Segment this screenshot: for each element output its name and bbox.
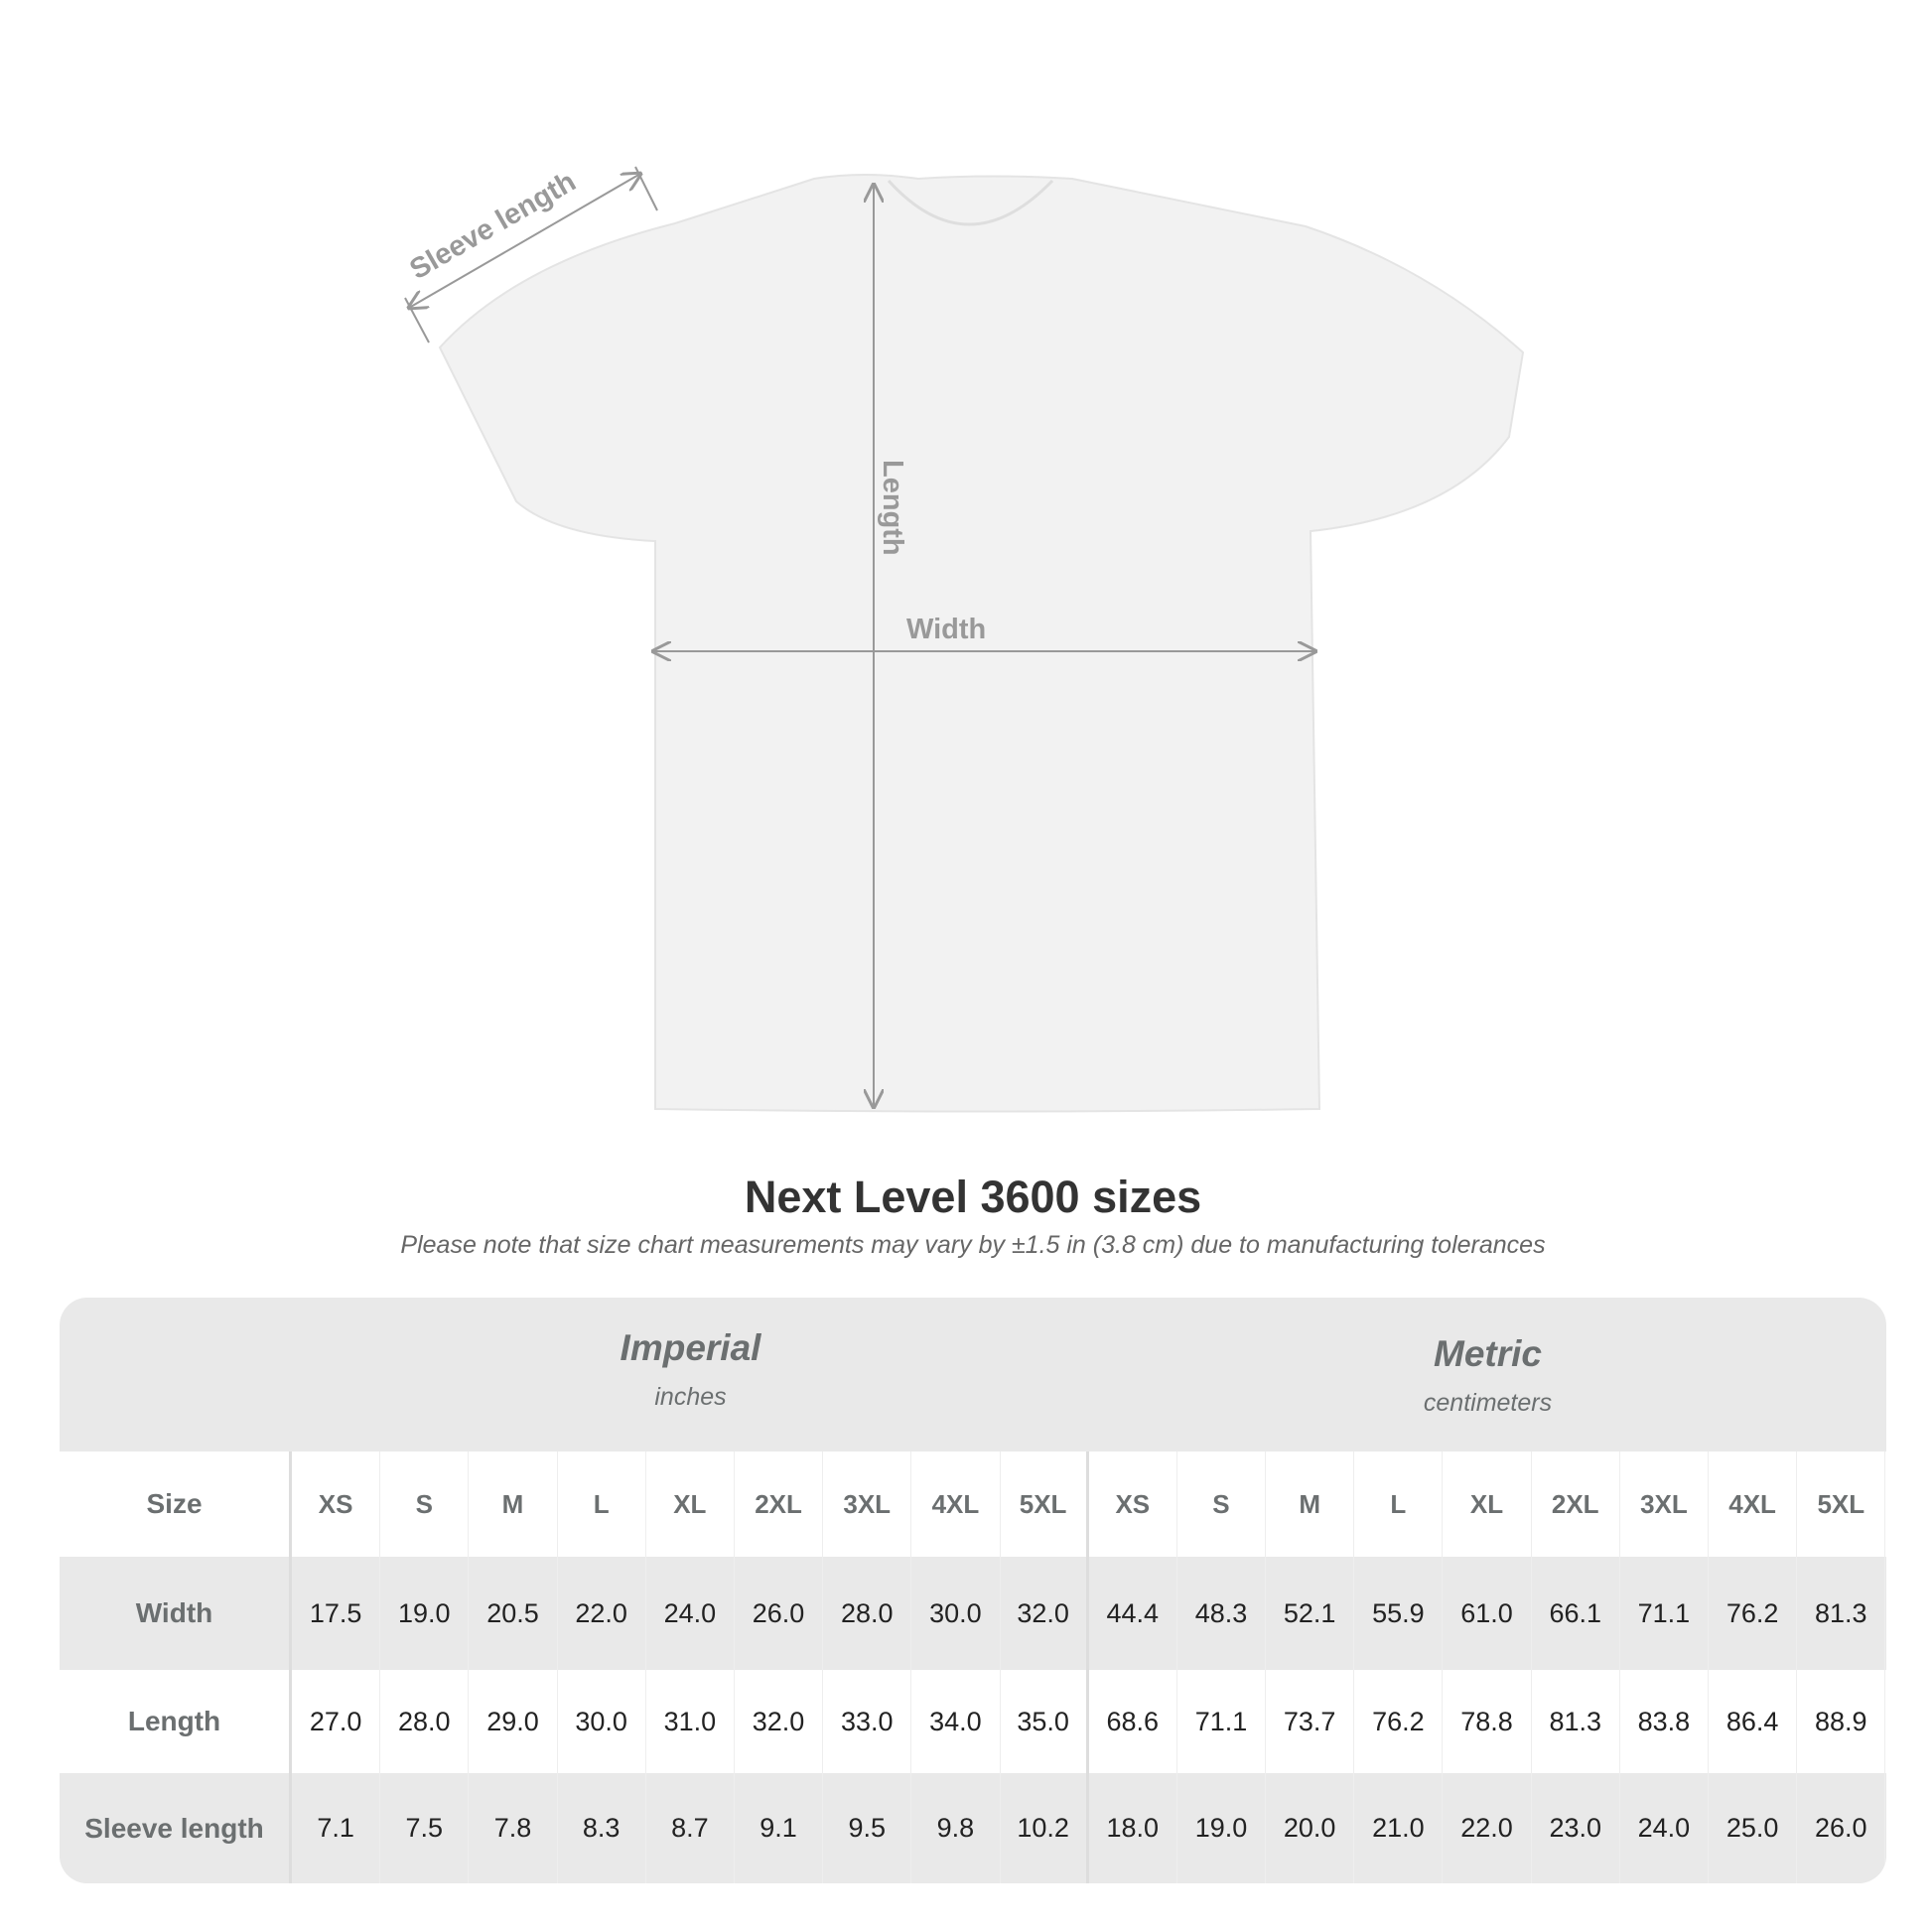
imperial-cell: 5XL [1001, 1451, 1089, 1557]
imperial-cell: 19.0 [380, 1557, 470, 1670]
imperial-cell: 7.1 [292, 1773, 381, 1883]
metric-cell: 18.0 [1089, 1773, 1177, 1883]
table-row: Size XS S M L XL 2XL 3XL 4XL 5XL XS S M L XL 2XL 3XL 4XL 5… [60, 1451, 1886, 1557]
metric-cell: 21.0 [1354, 1773, 1444, 1883]
imperial-cell: 2XL [735, 1451, 824, 1557]
metric-cell: 48.3 [1177, 1557, 1267, 1670]
imperial-cell: 31.0 [646, 1670, 735, 1773]
metric-cell: 2XL [1532, 1451, 1620, 1557]
imperial-group: Imperial inches [292, 1327, 1089, 1412]
width-label: Width [906, 614, 986, 645]
metric-cell: 24.0 [1620, 1773, 1709, 1883]
imperial-cell: M [469, 1451, 558, 1557]
imperial-cell: 30.0 [911, 1557, 1001, 1670]
metric-cell: 52.1 [1266, 1557, 1355, 1670]
metric-cell: 25.0 [1709, 1773, 1798, 1883]
metric-cell: 76.2 [1709, 1557, 1798, 1670]
imperial-cell: 24.0 [646, 1557, 735, 1670]
imperial-cell: 26.0 [735, 1557, 824, 1670]
table-row: Length 27.0 28.0 29.0 30.0 31.0 32.0 33.0 34.0 35… [60, 1670, 1886, 1773]
row-label: Sleeve length [60, 1773, 292, 1883]
metric-cell: L [1354, 1451, 1444, 1557]
imperial-cell: 28.0 [380, 1670, 470, 1773]
metric-cell: 23.0 [1532, 1773, 1620, 1883]
metric-cell: 81.3 [1797, 1557, 1886, 1670]
row-label: Size [60, 1451, 292, 1557]
metric-cell: 22.0 [1443, 1773, 1532, 1883]
page-title: Next Level 3600 sizes [744, 1172, 1202, 1222]
metric-cell: 68.6 [1089, 1670, 1177, 1773]
imperial-cell: 3XL [823, 1451, 912, 1557]
size-table: Imperial inches Metric centimeters Size X… [60, 1298, 1886, 1883]
imperial-cell: 7.5 [380, 1773, 470, 1883]
imperial-cell: XS [292, 1451, 381, 1557]
metric-cell: 4XL [1709, 1451, 1798, 1557]
imperial-cell: 8.7 [646, 1773, 735, 1883]
imperial-title: Imperial [620, 1327, 761, 1368]
imperial-cell: 29.0 [469, 1670, 558, 1773]
imperial-cell: 22.0 [558, 1557, 646, 1670]
metric-cell: 86.4 [1709, 1670, 1798, 1773]
metric-unit: centimeters [1423, 1389, 1553, 1417]
metric-cell: 81.3 [1532, 1670, 1620, 1773]
metric-cell: 5XL [1797, 1451, 1886, 1557]
imperial-cell: 7.8 [469, 1773, 558, 1883]
metric-cell: 55.9 [1354, 1557, 1444, 1670]
row-label: Length [60, 1670, 292, 1773]
metric-cell: 26.0 [1797, 1773, 1886, 1883]
imperial-cell: 17.5 [292, 1557, 381, 1670]
imperial-unit: inches [654, 1383, 727, 1411]
imperial-cell: S [380, 1451, 470, 1557]
imperial-cell: 33.0 [823, 1670, 912, 1773]
tolerance-note: Please note that size chart measurements… [400, 1231, 1546, 1259]
length-label: Length [877, 460, 908, 556]
metric-cell: 19.0 [1177, 1773, 1267, 1883]
table-header: Imperial inches Metric centimeters [60, 1298, 1886, 1451]
metric-cell: 61.0 [1443, 1557, 1532, 1670]
imperial-cell: 20.5 [469, 1557, 558, 1670]
imperial-cell: 4XL [911, 1451, 1001, 1557]
imperial-cell: 32.0 [735, 1670, 824, 1773]
metric-cell: 88.9 [1797, 1670, 1886, 1773]
metric-group: Metric centimeters [1089, 1333, 1886, 1418]
metric-title: Metric [1434, 1333, 1542, 1374]
metric-cell: 76.2 [1354, 1670, 1444, 1773]
imperial-cell: 27.0 [292, 1670, 381, 1773]
imperial-cell: 9.1 [735, 1773, 824, 1883]
table-row: Sleeve length 7.1 7.5 7.8 8.3 8.7 9.1 9.5 9.8 10.… [60, 1773, 1886, 1883]
imperial-cell: 10.2 [1001, 1773, 1089, 1883]
metric-cell: XS [1089, 1451, 1177, 1557]
metric-cell: 44.4 [1089, 1557, 1177, 1670]
tshirt-diagram: Sleeve length Length Width [404, 166, 1525, 1113]
metric-cell: 71.1 [1177, 1670, 1267, 1773]
metric-cell: 73.7 [1266, 1670, 1355, 1773]
metric-cell: S [1177, 1451, 1267, 1557]
imperial-cell: 9.8 [911, 1773, 1001, 1883]
metric-cell: M [1266, 1451, 1355, 1557]
metric-cell: XL [1443, 1451, 1532, 1557]
imperial-cell: 35.0 [1001, 1670, 1089, 1773]
metric-cell: 71.1 [1620, 1557, 1709, 1670]
imperial-cell: 9.5 [823, 1773, 912, 1883]
metric-cell: 66.1 [1532, 1557, 1620, 1670]
imperial-cell: 30.0 [558, 1670, 646, 1773]
imperial-cell: 34.0 [911, 1670, 1001, 1773]
imperial-cell: 28.0 [823, 1557, 912, 1670]
imperial-cell: 8.3 [558, 1773, 646, 1883]
imperial-cell: 32.0 [1001, 1557, 1089, 1670]
row-label: Width [60, 1557, 292, 1670]
metric-cell: 20.0 [1266, 1773, 1355, 1883]
metric-cell: 78.8 [1443, 1670, 1532, 1773]
imperial-cell: L [558, 1451, 646, 1557]
table-row: Width 17.5 19.0 20.5 22.0 24.0 26.0 28.0 30.0 32.… [60, 1557, 1886, 1670]
metric-cell: 3XL [1620, 1451, 1709, 1557]
metric-cell: 83.8 [1620, 1670, 1709, 1773]
imperial-cell: XL [646, 1451, 735, 1557]
